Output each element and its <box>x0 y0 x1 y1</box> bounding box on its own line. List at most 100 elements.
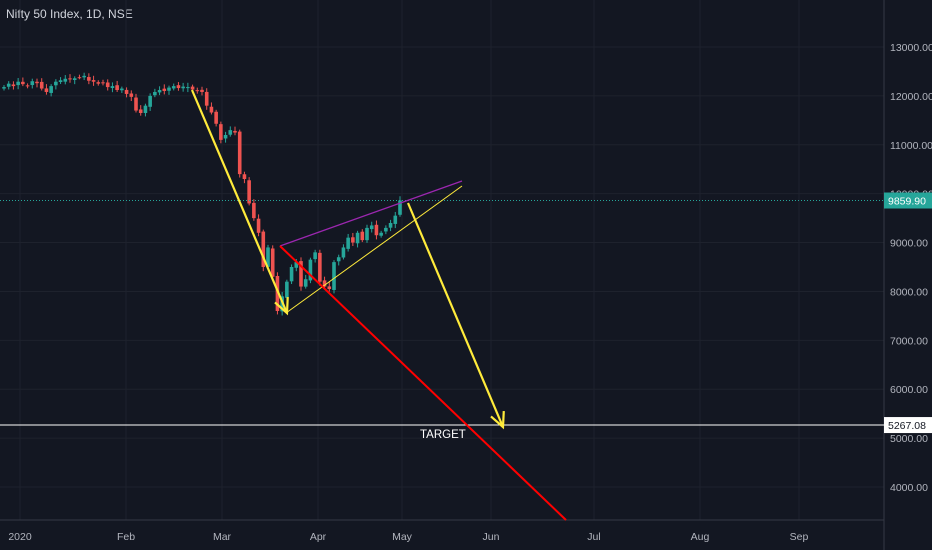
x-tick-label: Aug <box>691 531 710 543</box>
candle-body <box>275 275 280 311</box>
candle-body <box>167 87 171 91</box>
candle-body <box>54 81 58 86</box>
candle-body <box>261 231 266 267</box>
candle-body <box>96 82 101 84</box>
y-tick-label: 5000.00 <box>890 433 928 445</box>
candle-body <box>110 86 115 89</box>
candle-body <box>294 262 299 268</box>
candle-body <box>214 111 218 124</box>
candle-body <box>365 227 369 241</box>
candle-body <box>374 224 379 236</box>
candle-body <box>11 84 16 87</box>
y-tick-label: 11000.00 <box>890 140 932 152</box>
down-arrow-projection-head <box>490 410 505 430</box>
candle-body <box>91 80 96 82</box>
candle-body <box>256 218 261 233</box>
candle-body <box>120 88 124 91</box>
candle-body <box>2 87 6 89</box>
candle-body <box>223 135 228 139</box>
target-price-label: 5267.08 <box>888 420 926 432</box>
x-tick-label: 2020 <box>8 531 32 543</box>
candle-body <box>21 81 25 85</box>
candle-body <box>35 81 39 84</box>
x-tick-label: Sep <box>790 531 809 543</box>
candle-body <box>289 267 294 282</box>
candle-body <box>39 81 44 89</box>
x-tick-label: Mar <box>213 531 232 543</box>
candle-body <box>247 180 251 204</box>
candle-body <box>233 130 237 133</box>
candle-body <box>237 131 242 175</box>
last-price-tag <box>884 192 932 209</box>
x-tick-label: Jun <box>483 531 500 543</box>
candle-body <box>171 86 176 89</box>
candle-body <box>157 90 162 93</box>
candle-body <box>129 93 134 97</box>
candle-body <box>322 280 327 287</box>
candle-body <box>181 86 185 89</box>
candle-body <box>138 109 143 113</box>
candle-body <box>186 87 190 89</box>
candle-body <box>242 174 247 179</box>
candle-body <box>49 86 53 93</box>
candle-body <box>341 247 346 258</box>
wedge-lower-line <box>285 185 463 314</box>
y-tick-label: 6000.00 <box>890 384 928 396</box>
candle-body <box>176 85 181 89</box>
y-tick-label: 8000.00 <box>890 286 928 298</box>
candle-body <box>72 78 77 80</box>
chart-title: Nifty 50 Index, 1D, NSE <box>6 7 133 21</box>
candle-body <box>285 281 289 298</box>
candle-body <box>195 90 200 92</box>
x-tick-label: Feb <box>117 531 135 543</box>
y-tick-label: 4000.00 <box>890 482 928 494</box>
candle-body <box>30 81 35 86</box>
y-tick-label: 9000.00 <box>890 238 928 250</box>
candle-body <box>308 259 313 281</box>
candle-body <box>266 247 270 267</box>
projection-line <box>279 245 567 521</box>
candle-body <box>209 106 214 113</box>
down-arrow-projection <box>406 202 505 428</box>
candle-body <box>313 252 317 260</box>
candle-body <box>351 237 355 243</box>
candle-body <box>77 77 82 79</box>
candle-body <box>369 225 374 230</box>
candle-body <box>336 257 341 262</box>
candle-body <box>162 88 167 91</box>
wedge-upper-line <box>279 180 463 247</box>
candle-body <box>384 227 388 232</box>
target-annotation: TARGET <box>420 429 466 441</box>
candle-body <box>148 95 152 107</box>
candle-body <box>115 85 119 91</box>
candle-body <box>6 83 11 87</box>
target-price-tag <box>884 417 932 434</box>
candle-body <box>388 223 393 228</box>
candle-body <box>68 78 72 80</box>
candle-body <box>355 232 360 244</box>
candle-body <box>87 77 91 81</box>
candle-body <box>327 286 332 289</box>
candle-body <box>58 80 63 83</box>
candle-body <box>190 86 195 90</box>
candle-body <box>143 105 148 113</box>
x-tick-label: May <box>392 531 413 543</box>
down-arrow-first-head <box>274 296 289 316</box>
candle-body <box>393 215 398 224</box>
candle-body <box>219 124 223 140</box>
down-arrow-first <box>190 89 289 314</box>
candle-body <box>124 89 129 94</box>
y-tick-label: 13000.00 <box>890 42 932 54</box>
candle-body <box>16 81 20 86</box>
candle-body <box>379 232 383 236</box>
candle-body <box>134 97 138 111</box>
last-price-label: 9859.90 <box>888 196 926 208</box>
candle-body <box>101 82 105 84</box>
y-tick-label: 12000.00 <box>890 91 932 103</box>
x-tick-label: Jul <box>587 531 600 543</box>
candle-body <box>252 202 256 219</box>
candle-body <box>82 75 86 78</box>
candle-body <box>25 85 30 87</box>
candle-body <box>204 91 209 106</box>
